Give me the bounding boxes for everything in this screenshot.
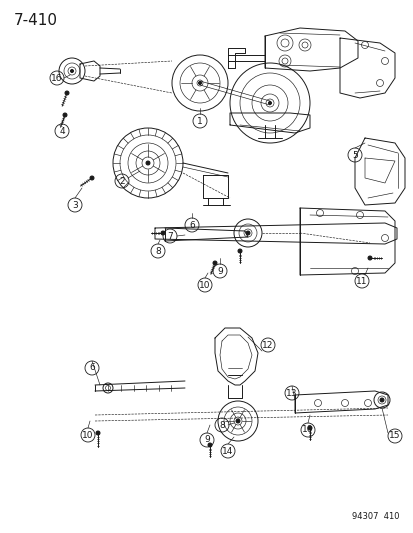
Circle shape <box>207 443 211 447</box>
Circle shape <box>90 176 94 180</box>
Text: 10: 10 <box>82 431 93 440</box>
Text: 13: 13 <box>285 389 297 398</box>
Circle shape <box>65 91 69 95</box>
Circle shape <box>245 231 249 235</box>
Circle shape <box>268 101 271 104</box>
Text: 10: 10 <box>199 280 210 289</box>
Text: 7: 7 <box>167 231 173 240</box>
Text: 16: 16 <box>51 74 63 83</box>
Text: 4: 4 <box>59 126 65 135</box>
Text: 10: 10 <box>301 425 313 434</box>
Text: 8: 8 <box>155 246 161 255</box>
Text: 8: 8 <box>218 421 224 430</box>
Circle shape <box>96 431 100 435</box>
Text: 9: 9 <box>204 435 209 445</box>
Circle shape <box>212 261 216 265</box>
Circle shape <box>235 419 240 423</box>
Text: 6: 6 <box>189 221 195 230</box>
Circle shape <box>198 82 201 85</box>
Circle shape <box>63 113 67 117</box>
Text: 1: 1 <box>197 117 202 125</box>
Circle shape <box>161 231 165 235</box>
Text: 7-410: 7-410 <box>14 13 58 28</box>
Text: 9: 9 <box>216 266 222 276</box>
Text: 15: 15 <box>388 432 400 440</box>
Text: 5: 5 <box>351 150 357 159</box>
Text: 2: 2 <box>119 176 124 185</box>
Circle shape <box>237 249 242 253</box>
Circle shape <box>70 69 74 72</box>
Text: 12: 12 <box>262 341 273 350</box>
Circle shape <box>379 398 383 402</box>
Text: 11: 11 <box>356 277 367 286</box>
Text: 94307  410: 94307 410 <box>351 512 399 521</box>
Text: 6: 6 <box>89 364 95 373</box>
Circle shape <box>367 256 371 260</box>
Text: 14: 14 <box>222 447 233 456</box>
Circle shape <box>307 426 311 430</box>
Circle shape <box>146 161 150 165</box>
Text: 3: 3 <box>72 200 78 209</box>
